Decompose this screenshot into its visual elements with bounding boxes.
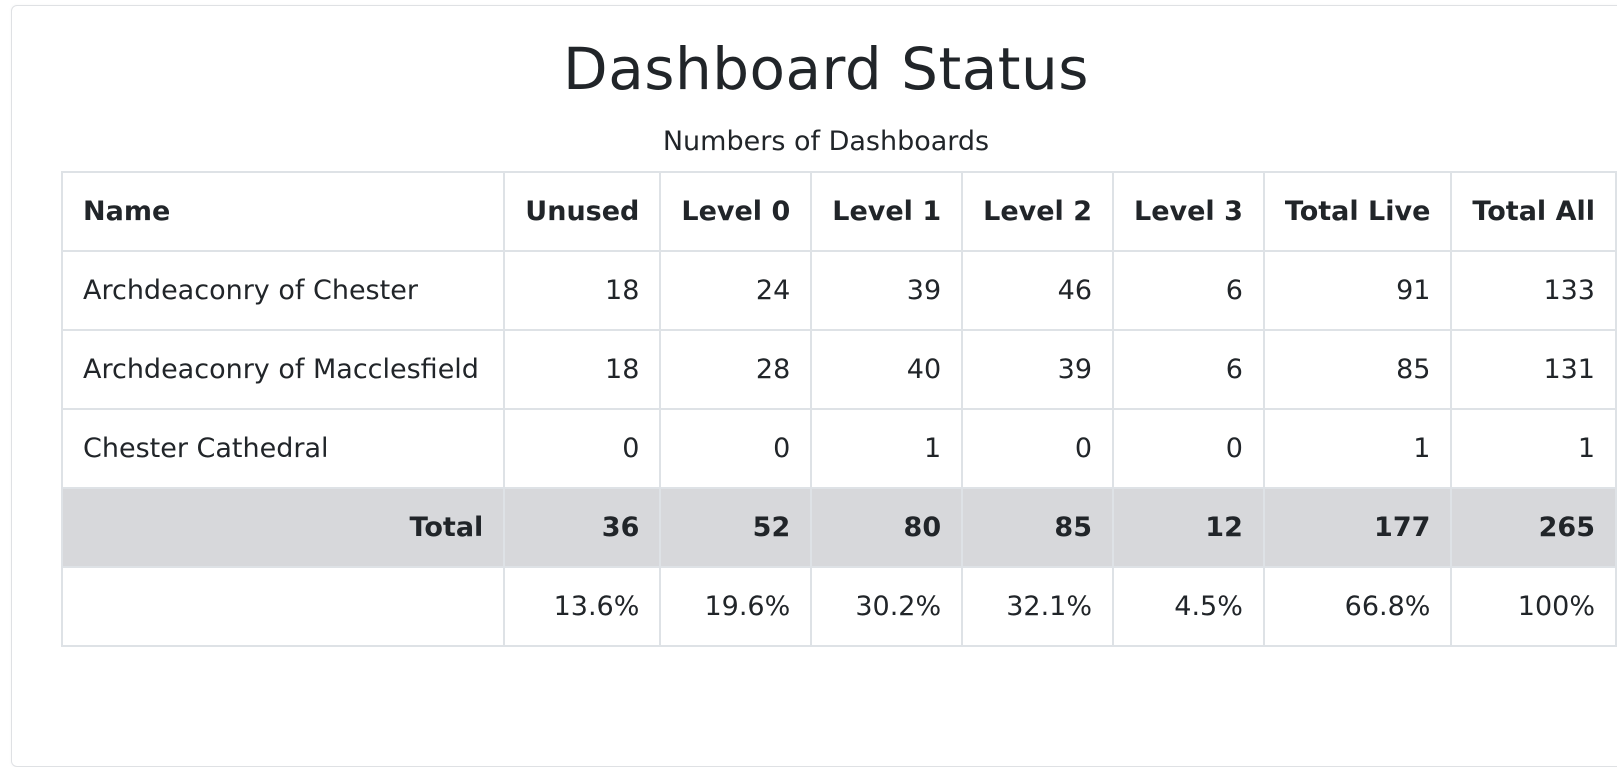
total-live-cell: 1	[1262, 408, 1453, 489]
total-label: Total	[60, 487, 506, 568]
header-level-2: Level 2	[961, 171, 1114, 252]
table-caption: Numbers of Dashboards	[662, 126, 990, 157]
total-level-3-cell: 12	[1112, 487, 1265, 568]
percent-level-3-cell: 4.5%	[1112, 566, 1265, 647]
total-row: Total 36 52 80 85 12 177 265	[60, 487, 1617, 568]
level-3-cell: 6	[1112, 329, 1265, 410]
header-level-3: Level 3	[1112, 171, 1265, 252]
level-1-cell: 1	[810, 408, 964, 489]
level-0-cell: 24	[659, 250, 813, 331]
percent-label	[60, 566, 506, 647]
total-unused-cell: 36	[503, 487, 662, 568]
total-level-2-cell: 85	[961, 487, 1114, 568]
level-2-cell: 0	[961, 408, 1114, 489]
table-row: Archdeaconry of Macclesfield 18 28 40 39…	[60, 329, 1617, 410]
total-live-cell: 85	[1262, 329, 1453, 410]
level-2-cell: 39	[961, 329, 1114, 410]
row-name-cell: Archdeaconry of Macclesfield	[60, 329, 506, 410]
level-3-cell: 6	[1112, 250, 1265, 331]
level-0-cell: 28	[659, 329, 813, 410]
total-total-all-cell: 265	[1450, 487, 1617, 568]
level-2-cell: 46	[961, 250, 1114, 331]
level-1-cell: 40	[810, 329, 964, 410]
header-total-live: Total Live	[1262, 171, 1453, 252]
header-row: Name Unused Level 0 Level 1 Level 2 Leve…	[60, 171, 1617, 252]
header-total-all: Total All	[1450, 171, 1617, 252]
unused-cell: 18	[503, 250, 662, 331]
unused-cell: 0	[503, 408, 662, 489]
percent-level-1-cell: 30.2%	[810, 566, 964, 647]
percent-row: 13.6% 19.6% 30.2% 32.1% 4.5% 66.8% 100%	[60, 566, 1617, 647]
total-all-cell: 131	[1450, 329, 1617, 410]
total-all-cell: 1	[1450, 408, 1617, 489]
percent-level-0-cell: 19.6%	[659, 566, 813, 647]
table-row: Chester Cathedral 0 0 1 0 0 1 1	[60, 408, 1617, 489]
percent-level-2-cell: 32.1%	[961, 566, 1114, 647]
total-level-1-cell: 80	[810, 487, 964, 568]
total-total-live-cell: 177	[1262, 487, 1453, 568]
page-title: Dashboard Status	[563, 35, 1089, 103]
header-name: Name	[60, 171, 506, 252]
percent-unused-cell: 13.6%	[503, 566, 662, 647]
header-unused: Unused	[503, 171, 662, 252]
header-level-0: Level 0	[659, 171, 813, 252]
table-row: Archdeaconry of Chester 18 24 39 46 6 91…	[60, 250, 1617, 331]
dashboard-status-table: Name Unused Level 0 Level 1 Level 2 Leve…	[60, 171, 1617, 647]
row-name-cell: Archdeaconry of Chester	[60, 250, 506, 331]
total-all-cell: 133	[1450, 250, 1617, 331]
total-level-0-cell: 52	[659, 487, 813, 568]
percent-total-live-cell: 66.8%	[1262, 566, 1453, 647]
level-1-cell: 39	[810, 250, 964, 331]
row-name-cell: Chester Cathedral	[60, 408, 506, 489]
level-3-cell: 0	[1112, 408, 1265, 489]
total-live-cell: 91	[1262, 250, 1453, 331]
unused-cell: 18	[503, 329, 662, 410]
level-0-cell: 0	[659, 408, 813, 489]
header-level-1: Level 1	[810, 171, 964, 252]
percent-total-all-cell: 100%	[1450, 566, 1617, 647]
